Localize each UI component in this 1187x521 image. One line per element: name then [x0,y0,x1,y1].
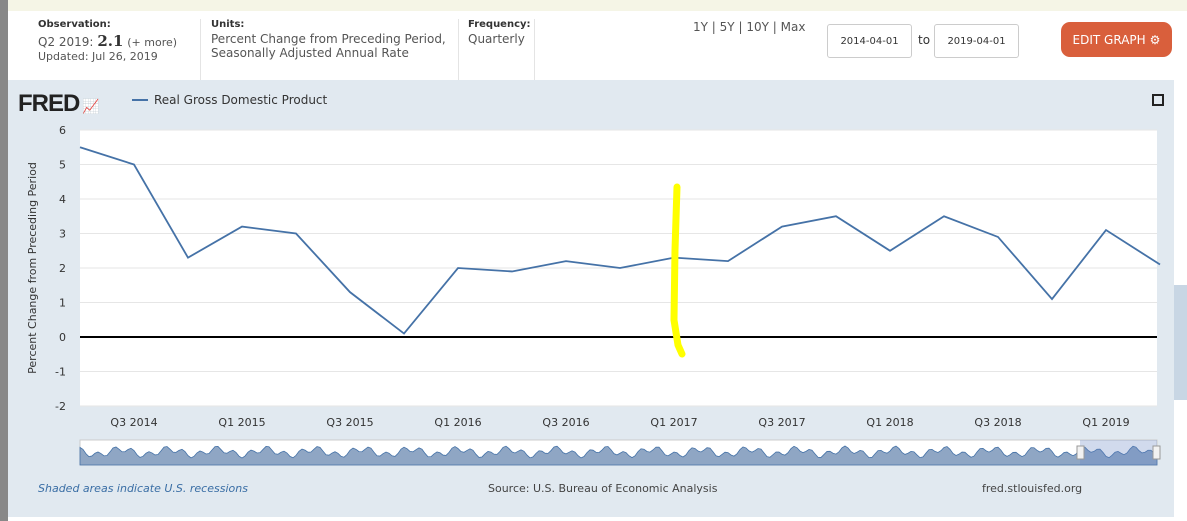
page-scrollbar[interactable] [1174,285,1187,400]
gear-icon: ⚙ [1149,32,1161,47]
range-links: 1Y | 5Y | 10Y | Max [693,20,805,34]
more-link[interactable]: (+ more) [127,36,178,49]
y-axis-label: Percent Change from Preceding Period [26,162,39,374]
series-meta: Observation: Q2 2019: 2.1 (+ more) Updat… [8,11,1187,80]
y-tick-label: 2 [59,262,66,275]
sep: | [772,20,777,34]
y-tick-label: 5 [59,159,66,172]
y-tick-label: 3 [59,228,66,241]
sep: | [711,20,716,34]
observation: Observation: Q2 2019: 2.1 (+ more) Updat… [38,19,177,63]
sep: | [738,20,743,34]
units-line1: Percent Change from Preceding Period, [211,32,446,46]
window-edge [0,0,8,521]
units-label: Units: [211,19,245,30]
x-tick-label: Q3 2014 [110,416,157,429]
edit-graph-button[interactable]: EDIT GRAPH ⚙ [1061,22,1172,57]
x-tick-label: Q1 2015 [218,416,265,429]
navigator-series [79,445,1158,466]
observation-period: Q2 2019: [38,35,94,49]
frequency: Frequency: Quarterly [468,19,531,46]
x-tick-label: Q1 2018 [866,416,913,429]
observation-value: 2.1 [97,32,124,50]
range-10y[interactable]: 10Y [746,20,769,34]
highlight-mark [670,183,686,358]
y-tick-label: 4 [59,193,66,206]
frequency-label: Frequency: [468,19,531,30]
series-line [79,146,1161,335]
units: Units: Percent Change from Preceding Per… [211,19,446,60]
navigator-window [1080,440,1157,465]
legend-label: Real Gross Domestic Product [154,93,328,107]
updated-date: Updated: Jul 26, 2019 [38,50,158,63]
recessions-note[interactable]: Shaded areas indicate U.S. recessions [38,482,248,495]
y-tick-label: 6 [59,124,66,137]
x-tick-label: Q1 2017 [650,416,697,429]
source-note[interactable]: Source: U.S. Bureau of Economic Analysis [488,482,718,495]
x-tick-label: Q1 2019 [1082,416,1129,429]
x-tick-label: Q3 2017 [758,416,805,429]
start-date-input[interactable]: 2014-04-01 [827,24,912,58]
y-tick-label: 0 [59,331,66,344]
end-date-input[interactable]: 2019-04-01 [934,24,1019,58]
to-label: to [918,33,931,47]
navigator-handle[interactable] [1152,445,1161,460]
range-max[interactable]: Max [780,20,806,34]
edit-graph-label: EDIT GRAPH [1072,32,1146,47]
y-tick-label: 1 [59,297,66,310]
units-line2: Seasonally Adjusted Annual Rate [211,46,409,60]
x-tick-label: Q3 2016 [542,416,589,429]
fullscreen-icon[interactable] [1152,94,1164,106]
y-tick-label: -2 [55,400,66,413]
legend-swatch [132,99,148,101]
navigator-handle[interactable] [1076,445,1085,460]
x-tick-label: Q3 2018 [974,416,1021,429]
range-1y[interactable]: 1Y [693,20,708,34]
top-banner [8,0,1187,11]
frequency-value: Quarterly [468,32,525,46]
y-tick-label: -1 [55,366,66,379]
x-tick-label: Q1 2016 [434,416,481,429]
x-tick-label: Q3 2015 [326,416,373,429]
chart-logo-icon: 📈 [79,98,99,114]
fred-logo: FRED 📈 [18,90,100,117]
legend: Real Gross Domestic Product [132,93,327,107]
range-5y[interactable]: 5Y [719,20,735,34]
observation-label: Observation: [38,19,111,30]
site-link[interactable]: fred.stlouisfed.org [982,482,1083,495]
